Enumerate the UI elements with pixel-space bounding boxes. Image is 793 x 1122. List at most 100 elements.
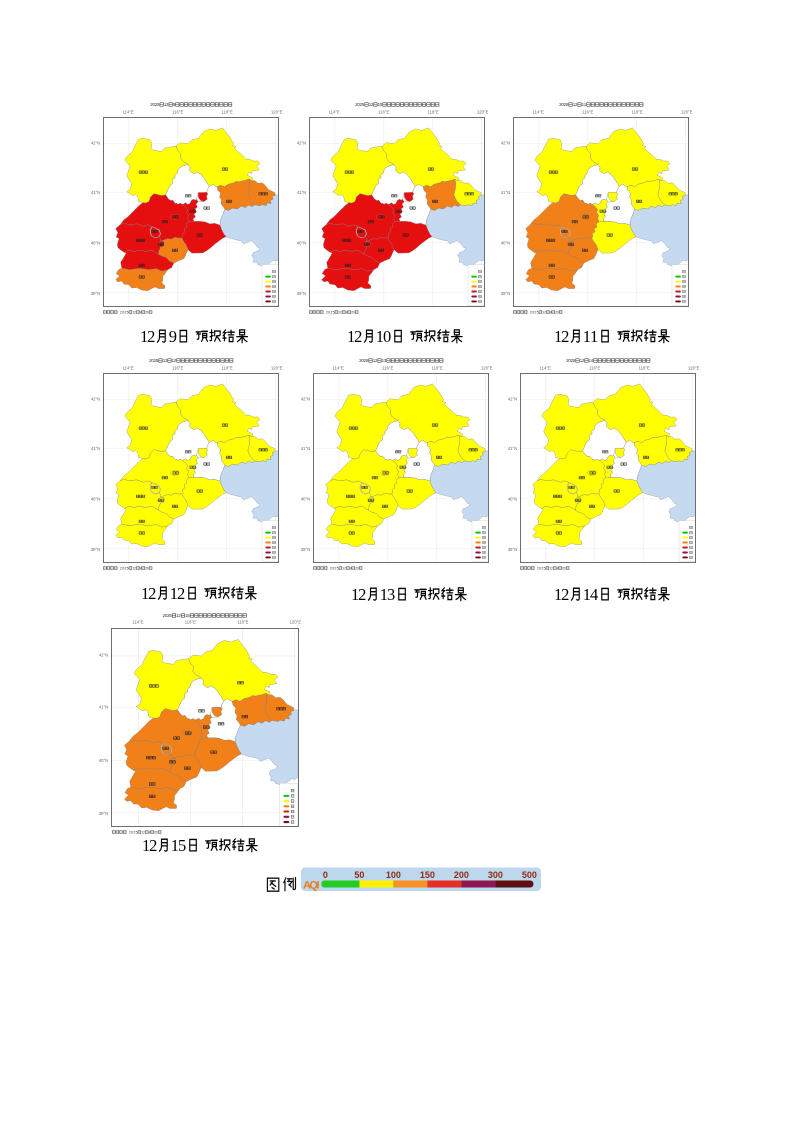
svg-text:2025: 2025 bbox=[163, 613, 173, 618]
svg-text:11: 11 bbox=[581, 102, 586, 107]
svg-text:12: 12 bbox=[162, 358, 167, 363]
svg-text:120°E: 120°E bbox=[477, 109, 489, 114]
svg-text:118°E: 118°E bbox=[427, 109, 438, 114]
svg-text:120°E: 120°E bbox=[271, 365, 283, 370]
svg-text:8: 8 bbox=[557, 566, 559, 570]
svg-text:12: 12 bbox=[554, 327, 569, 346]
svg-text:12: 12 bbox=[133, 310, 137, 314]
svg-text:12: 12 bbox=[572, 102, 577, 107]
svg-text:8: 8 bbox=[550, 310, 552, 314]
svg-text:12: 12 bbox=[170, 584, 185, 603]
svg-text:: 2025: : 2025 bbox=[323, 310, 334, 314]
svg-text:300: 300 bbox=[488, 870, 503, 880]
svg-text:20: 20 bbox=[355, 566, 359, 570]
svg-text:41°N: 41°N bbox=[91, 190, 100, 195]
svg-text:41°N: 41°N bbox=[507, 446, 516, 451]
svg-text:42°N: 42°N bbox=[90, 397, 99, 402]
svg-text:120°E: 120°E bbox=[271, 109, 283, 114]
svg-text:12: 12 bbox=[140, 327, 155, 346]
svg-text:12: 12 bbox=[132, 566, 136, 570]
svg-text:10: 10 bbox=[375, 327, 390, 346]
svg-text:8: 8 bbox=[148, 830, 150, 834]
svg-text:2025: 2025 bbox=[559, 102, 569, 107]
svg-text:8: 8 bbox=[350, 566, 352, 570]
svg-text:41°N: 41°N bbox=[300, 446, 309, 451]
svg-text:20: 20 bbox=[145, 310, 149, 314]
svg-text:9: 9 bbox=[169, 327, 177, 346]
svg-text:8: 8 bbox=[140, 310, 142, 314]
svg-text:15: 15 bbox=[171, 836, 186, 855]
svg-text:8: 8 bbox=[140, 566, 142, 570]
svg-text:42°N: 42°N bbox=[300, 397, 309, 402]
svg-text:114°E: 114°E bbox=[328, 109, 339, 114]
svg-text:12: 12 bbox=[141, 830, 145, 834]
svg-text:2025: 2025 bbox=[149, 358, 159, 363]
svg-text:116°E: 116°E bbox=[172, 109, 183, 114]
svg-text:: 2025: : 2025 bbox=[118, 310, 129, 314]
svg-text:39°N: 39°N bbox=[300, 547, 309, 552]
svg-text:12: 12 bbox=[579, 358, 584, 363]
svg-text:2025: 2025 bbox=[566, 358, 576, 363]
svg-text:40°N: 40°N bbox=[300, 497, 309, 502]
svg-text:116°E: 116°E bbox=[582, 109, 593, 114]
svg-text:8: 8 bbox=[346, 310, 348, 314]
svg-text:20: 20 bbox=[562, 566, 566, 570]
svg-text:500: 500 bbox=[522, 870, 537, 880]
svg-text:40°N: 40°N bbox=[501, 241, 510, 246]
svg-text:114°E: 114°E bbox=[122, 109, 133, 114]
svg-text:9: 9 bbox=[173, 102, 176, 107]
svg-text:2025: 2025 bbox=[355, 102, 365, 107]
svg-text:39°N: 39°N bbox=[99, 811, 108, 816]
svg-text:118°E: 118°E bbox=[638, 365, 649, 370]
svg-text:41°N: 41°N bbox=[99, 704, 108, 709]
svg-text:11: 11 bbox=[582, 327, 597, 346]
svg-text:13: 13 bbox=[381, 358, 386, 363]
svg-text:: 2025: : 2025 bbox=[126, 830, 137, 834]
svg-text:12: 12 bbox=[543, 310, 547, 314]
svg-text:40°N: 40°N bbox=[296, 241, 305, 246]
svg-text:120°E: 120°E bbox=[290, 620, 302, 625]
svg-text:13: 13 bbox=[380, 585, 395, 604]
svg-text:20: 20 bbox=[555, 310, 559, 314]
svg-text:118°E: 118°E bbox=[237, 620, 248, 625]
svg-text:116°E: 116°E bbox=[172, 365, 183, 370]
svg-text:40°N: 40°N bbox=[91, 241, 100, 246]
svg-text:150: 150 bbox=[420, 870, 435, 880]
svg-text:15: 15 bbox=[185, 613, 190, 618]
svg-text:14: 14 bbox=[582, 585, 597, 604]
svg-text:42°N: 42°N bbox=[501, 140, 510, 145]
svg-text:12: 12 bbox=[142, 836, 157, 855]
svg-text:12: 12 bbox=[342, 566, 346, 570]
svg-text:50: 50 bbox=[354, 870, 364, 880]
svg-text:100: 100 bbox=[386, 870, 401, 880]
svg-text:200: 200 bbox=[454, 870, 469, 880]
svg-text:12: 12 bbox=[368, 102, 373, 107]
svg-text:12: 12 bbox=[141, 584, 156, 603]
svg-text:42°N: 42°N bbox=[99, 652, 108, 657]
svg-text:: 2025: : 2025 bbox=[528, 310, 539, 314]
svg-text:118°E: 118°E bbox=[221, 109, 232, 114]
svg-text:114°E: 114°E bbox=[532, 109, 543, 114]
svg-text:114°E: 114°E bbox=[122, 365, 133, 370]
svg-text:120°E: 120°E bbox=[480, 365, 492, 370]
svg-text:10: 10 bbox=[377, 102, 382, 107]
svg-text:: 2025: : 2025 bbox=[327, 566, 338, 570]
svg-text:12: 12 bbox=[549, 566, 553, 570]
svg-text:39°N: 39°N bbox=[501, 291, 510, 296]
svg-text:: 2025: : 2025 bbox=[117, 566, 128, 570]
svg-text:12: 12 bbox=[351, 585, 366, 604]
svg-text:12: 12 bbox=[164, 102, 169, 107]
svg-text:40°N: 40°N bbox=[507, 497, 516, 502]
svg-text:118°E: 118°E bbox=[221, 365, 232, 370]
svg-text:114°E: 114°E bbox=[539, 365, 550, 370]
svg-text:20: 20 bbox=[145, 566, 149, 570]
svg-text:: 2025: : 2025 bbox=[534, 566, 545, 570]
svg-text:39°N: 39°N bbox=[507, 547, 516, 552]
svg-text:42°N: 42°N bbox=[91, 140, 100, 145]
svg-text:2025: 2025 bbox=[359, 358, 369, 363]
svg-text:116°E: 116°E bbox=[185, 620, 196, 625]
svg-text:12: 12 bbox=[176, 613, 181, 618]
svg-text:118°E: 118°E bbox=[631, 109, 642, 114]
svg-text:114°E: 114°E bbox=[132, 620, 143, 625]
svg-text:40°N: 40°N bbox=[90, 497, 99, 502]
